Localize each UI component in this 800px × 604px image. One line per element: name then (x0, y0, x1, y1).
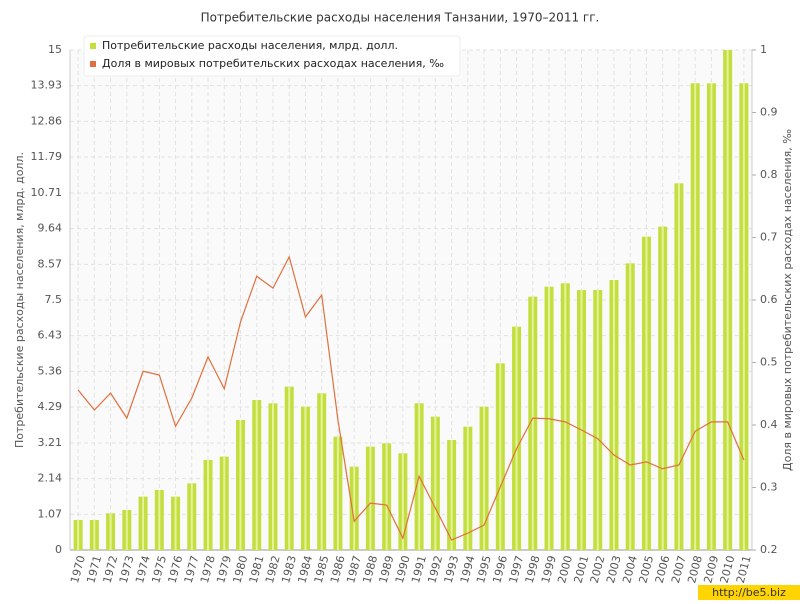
y2-tick-label: 0.8 (760, 168, 778, 181)
bar-highlight (288, 386, 291, 550)
bar-highlight (385, 443, 388, 550)
bar-highlight (483, 406, 486, 550)
bar-highlight (499, 363, 502, 550)
y-tick-label: 6.43 (38, 329, 63, 342)
bar-highlight (694, 83, 697, 550)
y-tick-label: 12.86 (31, 114, 63, 127)
bar-highlight (401, 453, 404, 550)
bar-highlight (125, 510, 128, 550)
bar-highlight (434, 416, 437, 550)
y2-tick-label: 0.9 (760, 106, 778, 119)
watermark-bg (698, 585, 800, 600)
bar-highlight (369, 446, 372, 550)
chart-title: Потребительские расходы населения Танзан… (201, 11, 600, 25)
bar-highlight (223, 456, 226, 550)
bar-highlight (239, 420, 242, 550)
y2-tick-label: 0.6 (760, 293, 778, 306)
bar-highlight (726, 50, 729, 550)
y-tick-label: 15 (48, 43, 62, 56)
y-tick-label: 5.36 (38, 364, 63, 377)
y-tick-label: 2.14 (38, 472, 63, 485)
watermark: http://be5.biz (712, 586, 786, 599)
y-tick-label: 1.07 (38, 507, 63, 520)
plot-area: 01.072.143.214.295.366.437.58.579.6410.7… (31, 35, 778, 585)
bar-highlight (158, 490, 161, 550)
y2-tick-label: 0.4 (760, 418, 778, 431)
bar-highlight (645, 236, 648, 550)
y2-tick-label: 0.7 (760, 231, 778, 244)
legend-label: Доля в мировых потребительских расходах … (102, 57, 444, 70)
bar-highlight (93, 520, 96, 550)
y2-tick-label: 0.5 (760, 356, 778, 369)
bar-highlight (466, 426, 469, 550)
y-axis-label: Потребительские расходы населения, млрд.… (13, 152, 26, 448)
bar-highlight (174, 496, 177, 550)
bar-highlight (109, 513, 112, 550)
bar-highlight (207, 460, 210, 550)
y2-tick-label: 0.3 (760, 481, 778, 494)
bar-highlight (661, 226, 664, 550)
y-tick-label: 7.5 (45, 293, 63, 306)
y2-tick-label: 0.2 (760, 543, 778, 556)
bar-highlight (564, 283, 567, 550)
bar-highlight (450, 440, 453, 550)
bar-highlight (255, 400, 258, 550)
bar-highlight (190, 483, 193, 550)
bar-highlight (336, 436, 339, 550)
bar-highlight (271, 403, 274, 550)
bar-highlight (77, 520, 80, 550)
bar-highlight (320, 393, 323, 550)
y-tick-label: 10.71 (31, 186, 63, 199)
bar-highlight (629, 263, 632, 550)
y-tick-label: 4.29 (38, 400, 63, 413)
y-tick-label: 9.64 (38, 222, 63, 235)
bar-highlight (353, 466, 356, 550)
y2-tick-label: 1 (760, 43, 767, 56)
legend-box (83, 35, 461, 77)
legend: Потребительские расходы населения, млрд.… (83, 35, 461, 77)
bar-highlight (710, 83, 713, 550)
legend-swatch (90, 61, 96, 67)
y-tick-label: 8.57 (38, 257, 63, 270)
bar-highlight (531, 296, 534, 550)
bar-highlight (742, 83, 745, 550)
y-tick-label: 11.79 (31, 150, 63, 163)
y-tick-label: 0 (55, 543, 62, 556)
bar-highlight (596, 290, 599, 550)
bar-highlight (677, 183, 680, 551)
bar-highlight (580, 290, 583, 550)
bar-highlight (142, 496, 145, 550)
bar-highlight (515, 326, 518, 550)
legend-label: Потребительские расходы населения, млрд.… (102, 39, 398, 52)
y-tick-label: 13.93 (31, 79, 63, 92)
y2-axis-label: Доля в мировых потребительских расходах … (781, 129, 794, 471)
y-tick-label: 3.21 (38, 436, 63, 449)
bar-highlight (304, 406, 307, 550)
bar-highlight (612, 280, 615, 550)
line (77, 255, 745, 541)
legend-swatch (90, 43, 96, 49)
